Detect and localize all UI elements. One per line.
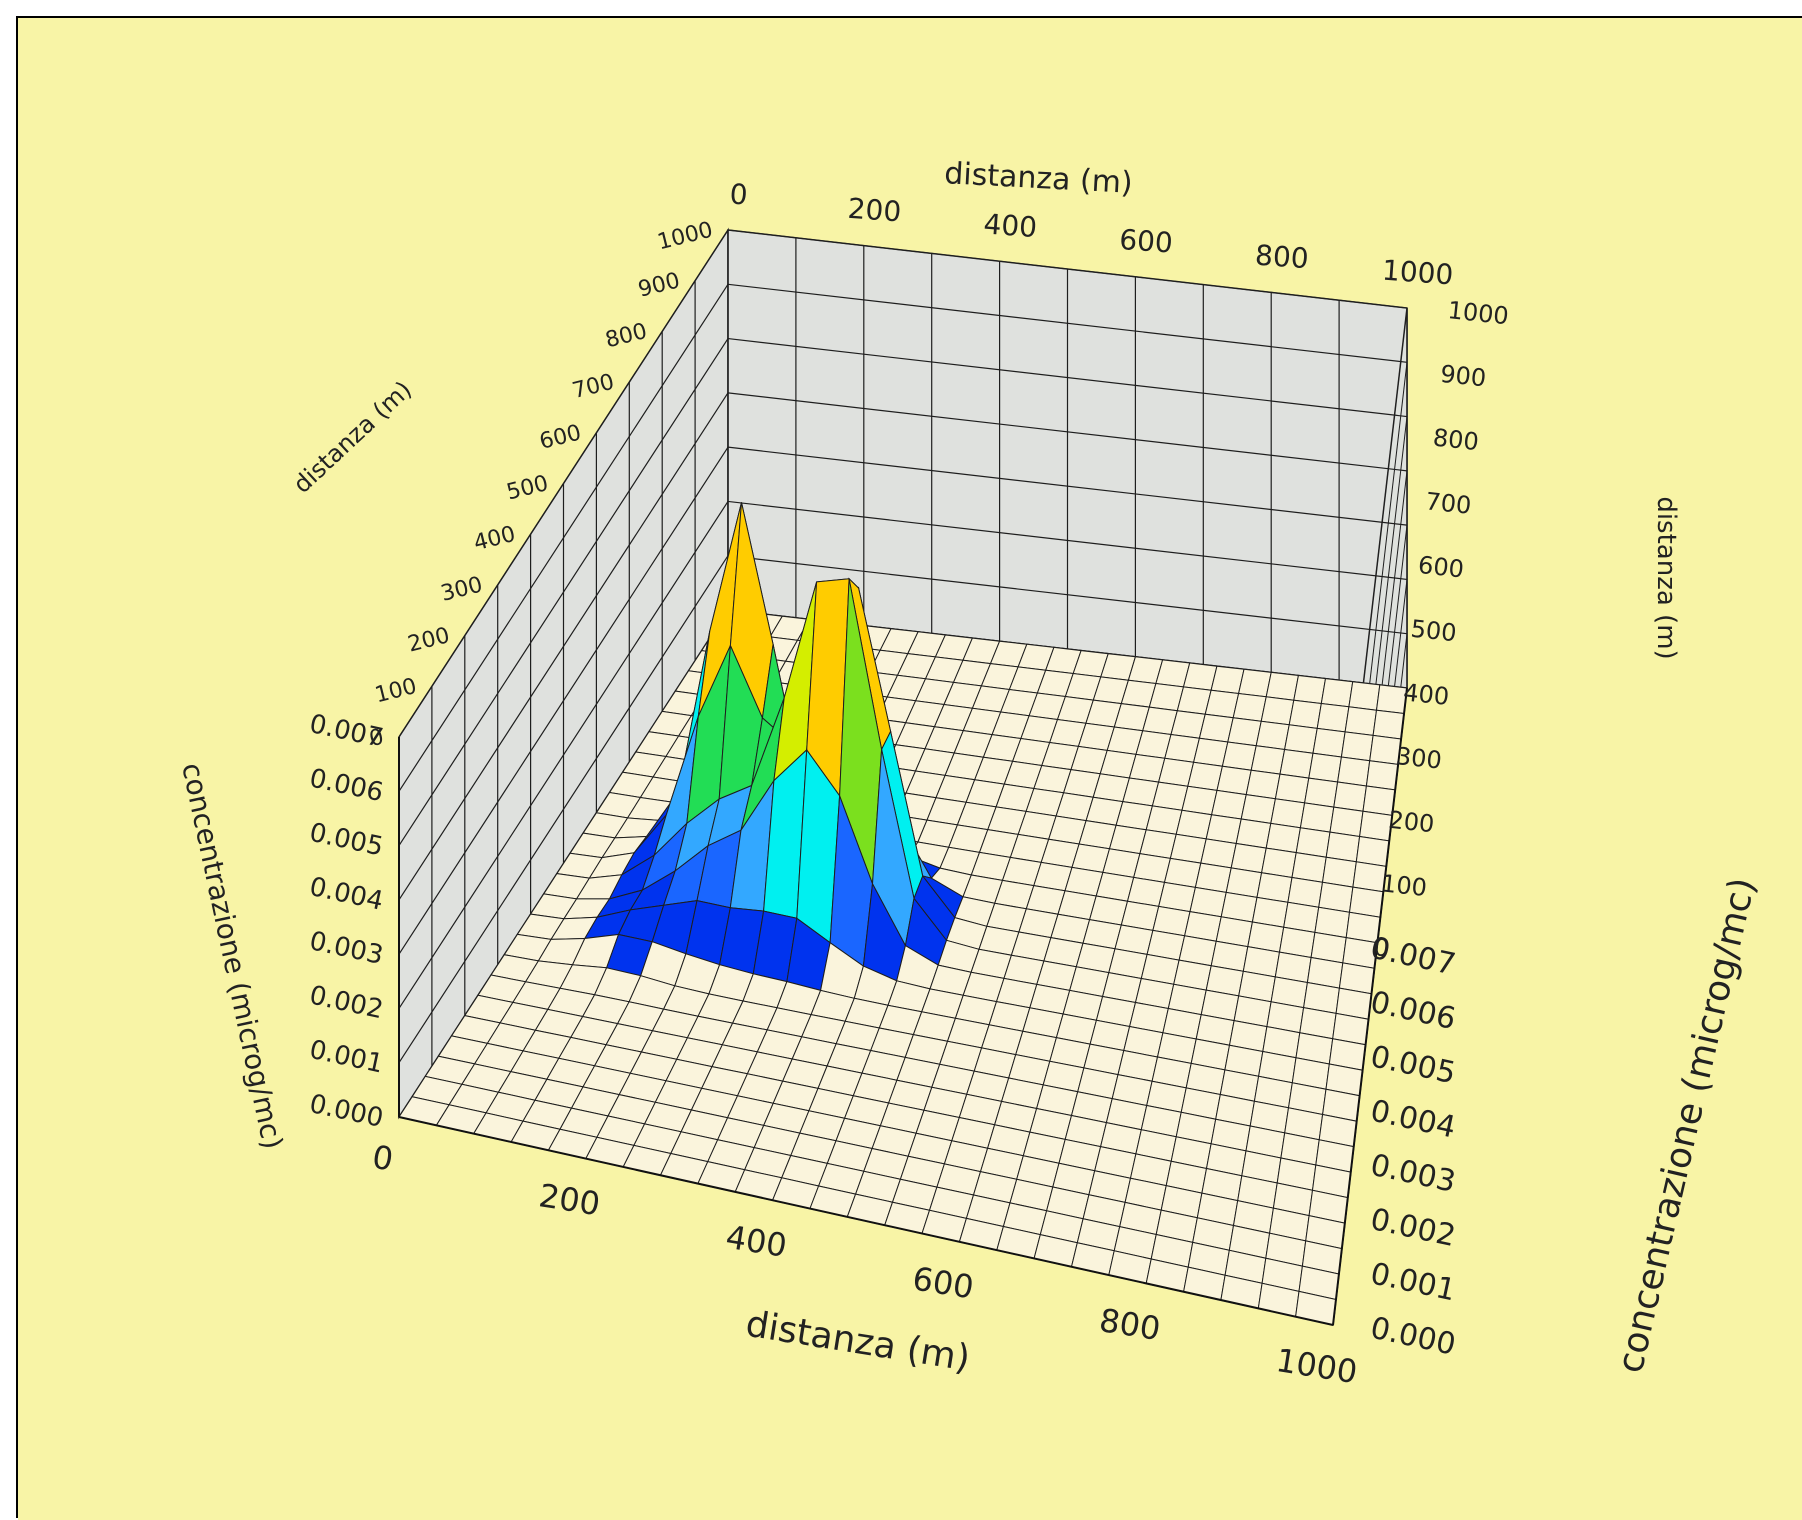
x-bottom-tick-label: 600 (910, 1259, 976, 1306)
surface-cell (1221, 741, 1257, 771)
chart-frame: 0 200 400 600 800 1000 0 200 400 600 800 1000 1000… (16, 16, 1802, 1520)
surface-cell (1348, 681, 1381, 711)
surface-cell (1365, 760, 1399, 791)
axis-lines (398, 687, 1408, 1326)
surface-cell (1274, 773, 1310, 804)
surface-cell (1265, 822, 1301, 854)
surface-cell (1245, 769, 1281, 800)
x-top-tick-label: 0 (729, 177, 749, 211)
surface-cell (1304, 777, 1339, 808)
x-axis-line (398, 1116, 1334, 1326)
left-wall-gridline (398, 283, 729, 792)
surface-cell (1279, 748, 1314, 779)
surface-cell (1329, 806, 1364, 838)
x-bottom-tick-label: 800 (1097, 1301, 1163, 1348)
y-right-tick-label: 0 (1372, 933, 1390, 962)
left-wall-gridline (398, 229, 729, 738)
surface-cell (1288, 699, 1322, 729)
back-wall-gridline (727, 446, 1408, 526)
surface-cell (1204, 689, 1240, 719)
surface-cell (1320, 678, 1354, 708)
x-top-tick-label: 1000 (1381, 254, 1454, 292)
left-wall-gridline (398, 501, 729, 1009)
x-top-tick-label: 400 (982, 207, 1038, 244)
surface-cell (1232, 692, 1267, 722)
y-left-tick-label: 0 (367, 725, 387, 753)
y-axis-right-title: distanza (m) (1651, 496, 1681, 659)
x-axis-top-ticks: 0 200 400 600 800 1000 (729, 177, 1455, 291)
left-wall-gridline (398, 555, 729, 1064)
surface-cell (1210, 789, 1247, 820)
surface-cell (1293, 674, 1327, 705)
back-wall-gridline (727, 500, 1408, 581)
y-right-tick-label: 1000 (1446, 296, 1510, 330)
surface-cell (1187, 761, 1224, 791)
surface-cell (1295, 827, 1331, 858)
surface-cell (1337, 756, 1371, 787)
x-top-tick-label: 200 (847, 192, 903, 229)
surface-cell (1312, 727, 1346, 758)
y-right-tick-label: 900 (1439, 360, 1487, 393)
surface-cell (1325, 831, 1361, 863)
surface-cell (1227, 717, 1262, 747)
x-bottom-tick-label: 400 (723, 1218, 789, 1265)
surface-cell (1333, 781, 1367, 812)
left-wall-gridline (398, 446, 729, 955)
y-right-tick-label: 300 (1395, 742, 1443, 775)
surface-cell (1216, 765, 1252, 796)
x-top-tick-label: 800 (1254, 239, 1310, 276)
x-top-tick-label: 600 (1118, 223, 1174, 260)
y-right-tick-label: 500 (1409, 615, 1457, 648)
surface-cell (1372, 709, 1405, 740)
back-wall-gridline (727, 283, 1408, 363)
surface-cell (1145, 805, 1183, 835)
surface-cell (1198, 713, 1234, 743)
back-wall-gridline (727, 392, 1408, 472)
surface-cell (1308, 752, 1342, 783)
surface-cell (1284, 724, 1318, 754)
y-right-tick-label: 200 (1387, 806, 1435, 839)
surface-cell (1344, 706, 1378, 736)
surface-cell (1151, 781, 1189, 811)
surface-cell (1316, 702, 1350, 733)
surface-cell (1255, 720, 1290, 751)
back-wall-gridline (727, 337, 1408, 418)
back-wall-gridline (727, 229, 1408, 309)
y-right-tick-label: 400 (1402, 678, 1450, 711)
concentration-surface (398, 502, 1408, 1326)
surface-cell (1181, 785, 1218, 816)
back-wall-gridline (727, 555, 1408, 635)
surface-cell (1205, 814, 1242, 845)
y-axis-line (1332, 687, 1408, 1326)
surface-cell (1235, 818, 1272, 849)
y-right-tick-label: 700 (1424, 487, 1472, 520)
surface-cell (1260, 696, 1295, 726)
surface-cell (1237, 668, 1272, 698)
surface-cell (1265, 671, 1299, 701)
surface-cell (1340, 731, 1374, 762)
x-bottom-tick-label: 200 (536, 1176, 602, 1223)
left-wall-gridline (398, 338, 729, 846)
surface-cell (1240, 794, 1276, 824)
left-wall-gridline (398, 392, 729, 901)
surface-cell (1192, 737, 1229, 767)
surface-cell (1250, 745, 1286, 775)
surface-cell (1299, 802, 1335, 833)
y-right-tick-label: 100 (1380, 869, 1428, 902)
y-right-tick-label: 800 (1432, 424, 1480, 457)
surface-cell (1270, 798, 1306, 829)
surface-cell (1355, 835, 1390, 867)
y-right-tick-label: 600 (1417, 551, 1465, 584)
